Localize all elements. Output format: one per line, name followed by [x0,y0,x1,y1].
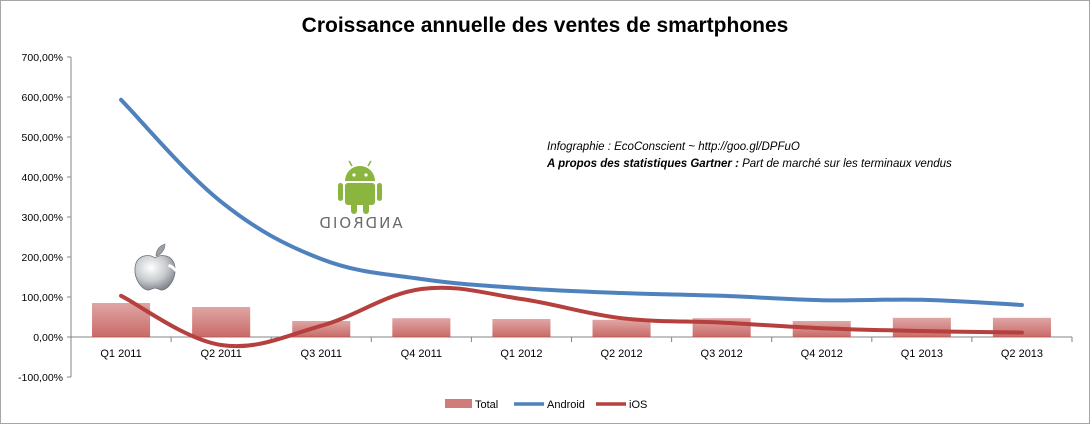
legend-label-total: Total [475,399,498,411]
x-tick-label: Q1 2013 [901,348,943,360]
y-tick-label: 0,00% [33,332,63,344]
y-tick-label: 600,00% [22,92,63,104]
bar-total [492,319,551,337]
line-ios [119,285,1024,349]
legend-label-ios: iOS [629,399,647,411]
y-tick-label: 400,00% [22,172,63,184]
series-lines [119,97,1024,349]
x-tick-label: Q1 2011 [100,348,141,360]
bar-total [292,321,351,337]
android-robot-icon [338,160,382,214]
bar-total [592,319,651,337]
x-tick-label: Q2 2011 [200,348,241,360]
y-tick-label: 200,00% [22,252,63,264]
y-tick-label: 100,00% [22,292,63,304]
y-axis: 700,00% 600,00% 500,00% 400,00% 300,00% 200,0… [18,52,72,384]
android-wordmark: ANDROID [317,214,402,232]
x-tick-label: Q2 2013 [1001,348,1043,360]
bar-total [892,317,951,337]
x-tick-label: Q3 2011 [301,348,342,360]
annotation-note: Infographie : EcoConscient ~ http://goo.… [547,139,952,173]
y-tick-label: 700,00% [22,52,63,64]
x-axis: Q1 2011 Q2 2011 Q3 2011 Q4 2011 Q1 2012 Q2 20… [70,336,1073,360]
x-tick-label: Q3 2012 [701,348,743,360]
bar-total [192,307,251,337]
annotation-line1: Infographie : EcoConscient ~ http://goo.… [547,141,800,153]
annotation-line2: A propos des statistiques Gartner : Part… [547,156,952,173]
annotation-line2-bold: A propos des statistiques Gartner : [547,158,739,170]
annotation-line2-rest: Part de marché sur les terminaux vendus [738,158,952,170]
x-tick-label: Q2 2012 [600,348,642,360]
y-tick-label: -100,00% [18,372,63,384]
legend-label-android: Android [547,399,585,411]
apple-logo-icon [134,243,176,291]
y-tick-label: 300,00% [22,212,63,224]
y-tick-label: 500,00% [22,132,63,144]
chart-title: Croissance annuelle des ventes de smartp… [301,14,789,37]
x-tick-label: Q4 2011 [401,348,442,360]
legend-swatch-total [445,399,472,408]
line-android [119,97,1024,307]
bar-total [392,318,451,337]
legend: Total Android iOS [445,399,647,411]
x-tick-label: Q4 2012 [801,348,843,360]
x-tick-label: Q1 2012 [500,348,542,360]
